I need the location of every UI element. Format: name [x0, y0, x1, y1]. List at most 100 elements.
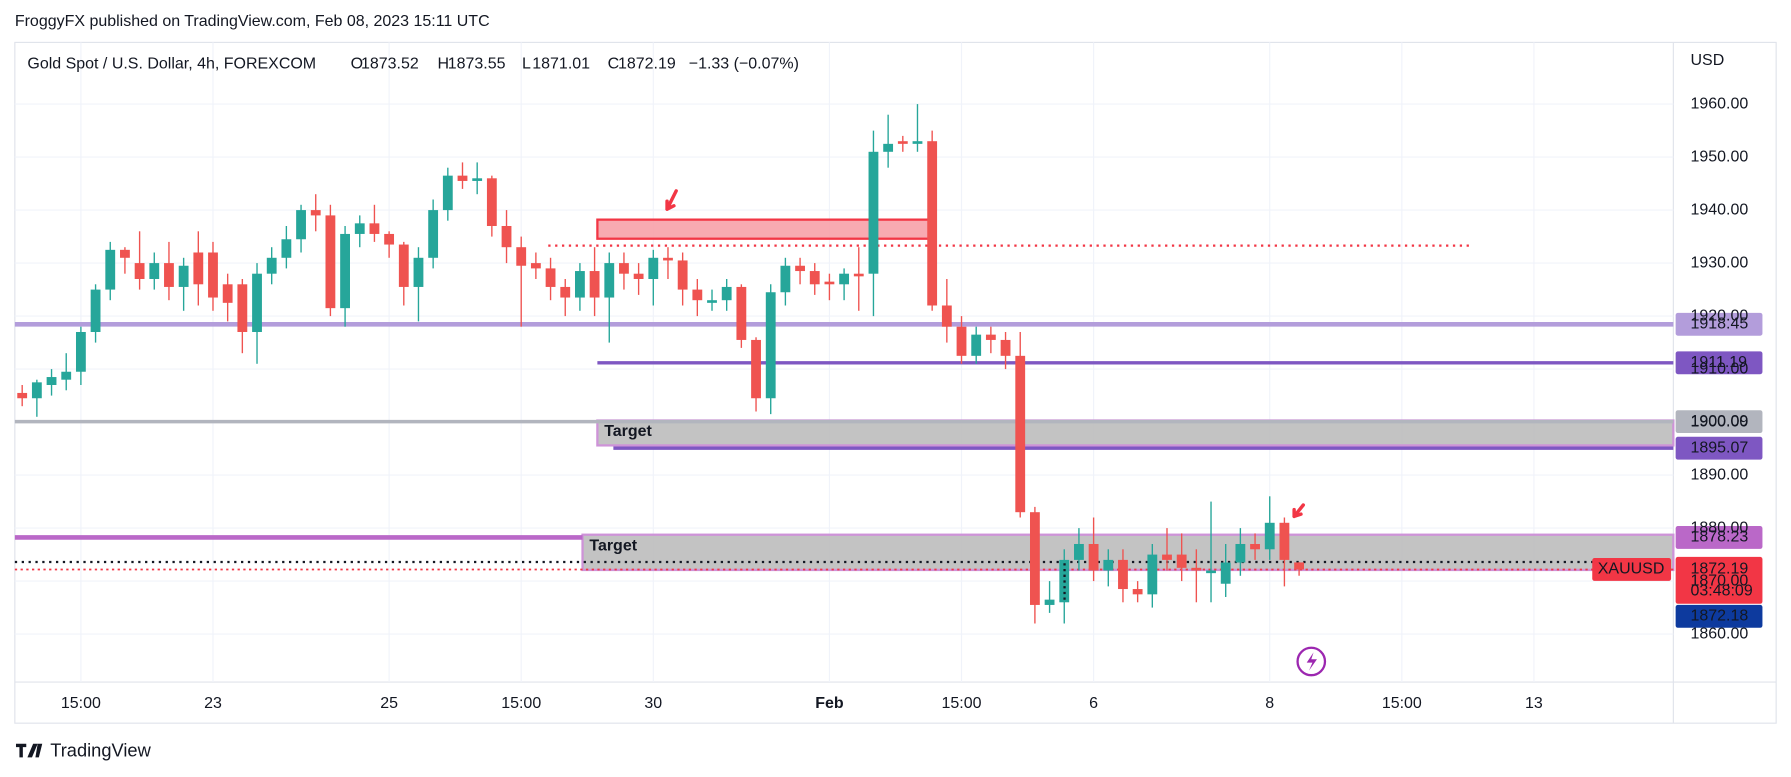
body [1264, 522, 1275, 550]
zones: Target Target [14, 218, 1675, 572]
symbol-label: XAUUSD [1598, 561, 1665, 578]
body [90, 289, 101, 332]
body [971, 334, 982, 356]
body [1162, 554, 1172, 560]
x-tick-label: 15:00 [942, 695, 982, 712]
body [604, 263, 615, 298]
symbol-box [1592, 558, 1672, 581]
ohlc-key: H [437, 55, 449, 72]
bid-label: 1872.18 [1690, 608, 1748, 625]
body [31, 382, 42, 399]
body [486, 178, 497, 226]
bid-box [1675, 604, 1763, 628]
body [868, 151, 879, 274]
body [809, 271, 820, 285]
y-tick-label: 1920.00 [1690, 307, 1748, 324]
body [208, 252, 218, 298]
ohlc-value: 1871.01 [532, 55, 590, 72]
body [369, 223, 380, 234]
body [985, 334, 996, 340]
body [1015, 355, 1026, 513]
ohlc-value: 1873.55 [448, 55, 506, 72]
body [619, 263, 629, 274]
body [648, 257, 659, 279]
brand: TradingView [50, 740, 151, 761]
ohlc-key: L [522, 55, 531, 72]
level-label-box [1675, 351, 1763, 375]
body [1279, 522, 1290, 560]
y-tick-label: 1960.00 [1690, 95, 1748, 112]
body [1088, 543, 1099, 571]
body [1235, 543, 1246, 563]
y-tick-label: 1910.00 [1690, 360, 1748, 377]
chart-frame [14, 41, 1777, 724]
x-tick-label: 15:00 [61, 695, 101, 712]
level-label-box [1675, 312, 1763, 336]
body [120, 249, 130, 258]
body [883, 143, 894, 152]
zone [581, 533, 1675, 572]
body [384, 233, 395, 245]
y-tick-label: 1940.00 [1690, 201, 1748, 218]
ohlc-key: C [608, 55, 620, 72]
body [252, 273, 262, 332]
ohlc-value: 1873.52 [361, 55, 419, 72]
level-label: 1900.09 [1690, 413, 1748, 430]
y-axis-label: USD [1690, 52, 1724, 69]
arrow [1292, 503, 1305, 519]
zone [596, 419, 1675, 447]
y-tick-label: 1880.00 [1690, 519, 1748, 536]
body [428, 210, 439, 258]
body [46, 377, 57, 385]
body [1118, 559, 1128, 590]
x-tick-label: 15:00 [1382, 695, 1422, 712]
y-tick-label: 1900.00 [1690, 413, 1748, 430]
y-tick-label: 1870.00 [1690, 572, 1748, 589]
y-tick-label: 1890.00 [1690, 466, 1748, 483]
body [457, 175, 468, 181]
y-tick-label: 1860.00 [1690, 625, 1748, 642]
body [927, 141, 938, 306]
level-label: 1911.19 [1690, 354, 1747, 371]
body [677, 260, 688, 290]
body [912, 141, 923, 144]
body [853, 273, 864, 277]
overlays: 1918.45 1911.19 1900.09 1895.07 1878.23 XAUUS… [1063, 312, 1763, 628]
body [413, 257, 424, 287]
body [530, 263, 541, 269]
body [897, 141, 908, 144]
body [707, 300, 717, 303]
symbol-title: Gold Spot / U.S. Dollar, 4h, FOREXCOM [27, 55, 316, 72]
ohlc-key: O [351, 55, 363, 72]
body [560, 286, 571, 298]
body [663, 257, 673, 261]
change: −1.33 (−0.07%) [689, 55, 799, 72]
body [589, 271, 600, 298]
level-label-box [1675, 410, 1763, 434]
y-tick-label: 1930.00 [1690, 254, 1748, 271]
body [1044, 599, 1055, 605]
body [354, 223, 365, 234]
event-icon[interactable] [1296, 646, 1327, 677]
level-label: 1878.23 [1690, 529, 1748, 546]
brand-logo [15, 743, 43, 758]
body [164, 263, 174, 287]
zone-label: Target [604, 423, 652, 440]
body [751, 339, 761, 399]
arrow [665, 189, 678, 211]
body [941, 305, 952, 327]
y-tick-label: 1950.00 [1690, 148, 1748, 165]
body [17, 392, 28, 399]
last-price-box [1675, 556, 1763, 604]
event-icon-bolt [1306, 652, 1317, 671]
body [839, 273, 850, 285]
body [545, 268, 556, 287]
body [237, 284, 248, 332]
body [1103, 559, 1114, 571]
body [736, 286, 747, 340]
body [325, 215, 336, 309]
body [398, 244, 409, 287]
candles [17, 104, 1304, 624]
ohlc-value: 1872.19 [618, 55, 676, 72]
